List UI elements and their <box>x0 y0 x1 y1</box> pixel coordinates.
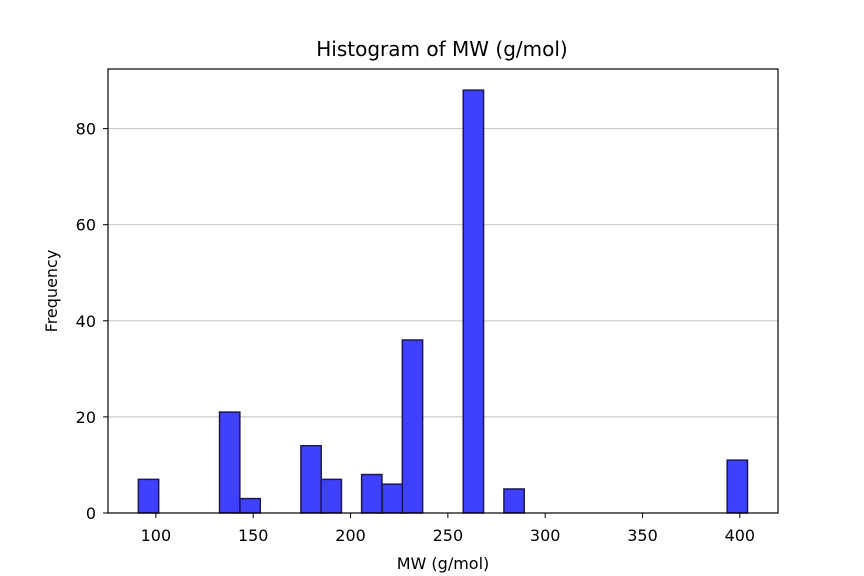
y-tick-label: 80 <box>76 120 96 139</box>
bars <box>137 89 749 514</box>
histogram-bar <box>300 444 322 514</box>
y-tick-label: 0 <box>86 504 96 523</box>
chart-title: Histogram of MW (g/mol) <box>316 37 567 61</box>
y-axis-label: Frequency <box>42 250 61 333</box>
x-tick-label: 400 <box>725 526 756 545</box>
x-tick-label: 150 <box>238 526 269 545</box>
x-tick-label: 300 <box>530 526 561 545</box>
x-axis-label: MW (g/mol) <box>397 554 490 573</box>
x-axis: 100 150 200 250 300 350 400 <box>141 513 756 545</box>
histogram-bar <box>381 483 404 514</box>
y-tick-label: 60 <box>76 216 96 235</box>
histogram-bar <box>320 478 343 514</box>
plot-frame <box>107 68 779 514</box>
x-tick-label: 200 <box>335 526 366 545</box>
y-axis: 0 20 40 60 80 <box>76 120 108 523</box>
histogram-bar <box>239 497 262 514</box>
histogram-bar <box>462 89 485 514</box>
histogram-bar <box>726 459 749 514</box>
x-tick-label: 250 <box>433 526 464 545</box>
x-tick-label: 100 <box>141 526 172 545</box>
histogram-bar <box>218 411 241 514</box>
y-tick-label: 20 <box>76 408 96 427</box>
histogram-bar <box>503 488 525 514</box>
histogram-bar <box>401 339 424 514</box>
histogram-bar <box>137 478 160 514</box>
x-tick-label: 350 <box>627 526 658 545</box>
histogram-bar <box>360 473 383 514</box>
y-tick-label: 40 <box>76 312 96 331</box>
